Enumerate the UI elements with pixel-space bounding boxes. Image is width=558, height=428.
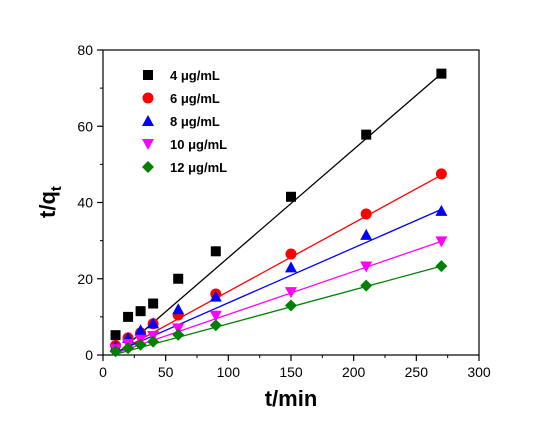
legend-marker <box>142 115 154 126</box>
data-point <box>360 279 373 292</box>
fit-line <box>115 208 442 353</box>
data-point <box>172 328 185 341</box>
data-point <box>209 319 222 332</box>
y-tick-label: 60 <box>77 118 93 134</box>
data-point <box>360 208 372 220</box>
data-point <box>435 236 448 248</box>
data-point <box>173 273 184 284</box>
legend-marker <box>142 161 154 173</box>
y-axis-title: t/qt <box>35 186 65 218</box>
y-axis-ticks: 0 20 40 60 80 <box>77 42 103 363</box>
data-point <box>285 248 297 260</box>
data-point <box>360 228 373 240</box>
fit-lines <box>115 73 442 356</box>
data-point <box>147 335 160 348</box>
data-point <box>209 310 222 322</box>
legend-marker <box>143 70 153 80</box>
data-point <box>286 191 296 202</box>
data-point <box>134 338 147 351</box>
data-point <box>435 204 448 216</box>
data-point <box>148 298 159 309</box>
x-axis-ticks: 0 50 100 150 200 250 300 <box>99 355 491 380</box>
data-point <box>109 345 122 358</box>
data-point <box>361 129 372 140</box>
legend-label: 12 μg/mL <box>170 160 227 175</box>
data-point <box>285 287 297 299</box>
x-tick-label: 200 <box>342 364 366 380</box>
fit-line <box>115 73 442 356</box>
x-tick-label: 100 <box>217 364 241 380</box>
legend-label: 8 μg/mL <box>170 114 220 129</box>
fit-line <box>115 174 442 354</box>
data-point <box>209 290 222 302</box>
x-tick-label: 50 <box>158 364 174 380</box>
data-point <box>435 260 448 273</box>
data-point <box>285 299 297 312</box>
data-point <box>285 261 297 273</box>
data-point <box>360 261 373 273</box>
data-point <box>135 306 146 317</box>
data-point <box>435 168 447 180</box>
y-tick-label: 80 <box>77 42 93 58</box>
y-axis-title-main: t/q <box>35 191 60 218</box>
x-axis-title: t/min <box>265 386 318 411</box>
x-tick-label: 0 <box>99 364 107 380</box>
y-axis-title-subscript: t <box>48 186 65 191</box>
data-point <box>123 311 134 322</box>
legend-marker <box>142 139 154 150</box>
x-tick-label: 250 <box>405 364 429 380</box>
y-tick-label: 20 <box>77 271 93 287</box>
data-point <box>172 303 185 315</box>
legend-label: 10 μg/mL <box>170 137 227 152</box>
data-points <box>109 68 448 358</box>
data-point <box>147 317 160 329</box>
fit-line <box>115 240 442 354</box>
x-tick-label: 150 <box>279 364 303 380</box>
x-tick-label: 300 <box>467 364 491 380</box>
legend-marker <box>142 92 154 104</box>
data-point <box>134 324 147 336</box>
data-point <box>210 246 221 257</box>
legend-label: 4 μg/mL <box>170 68 220 83</box>
legend: 4 μg/mL 6 μg/mL 8 μg/mL 10 μg/mL 12 μg/mL <box>142 68 227 175</box>
data-point <box>436 68 447 79</box>
data-point <box>110 330 121 341</box>
y-tick-label: 0 <box>85 347 93 363</box>
fit-line <box>115 265 442 355</box>
y-tick-label: 40 <box>77 195 93 211</box>
data-point <box>122 342 135 355</box>
legend-label: 6 μg/mL <box>170 91 220 106</box>
